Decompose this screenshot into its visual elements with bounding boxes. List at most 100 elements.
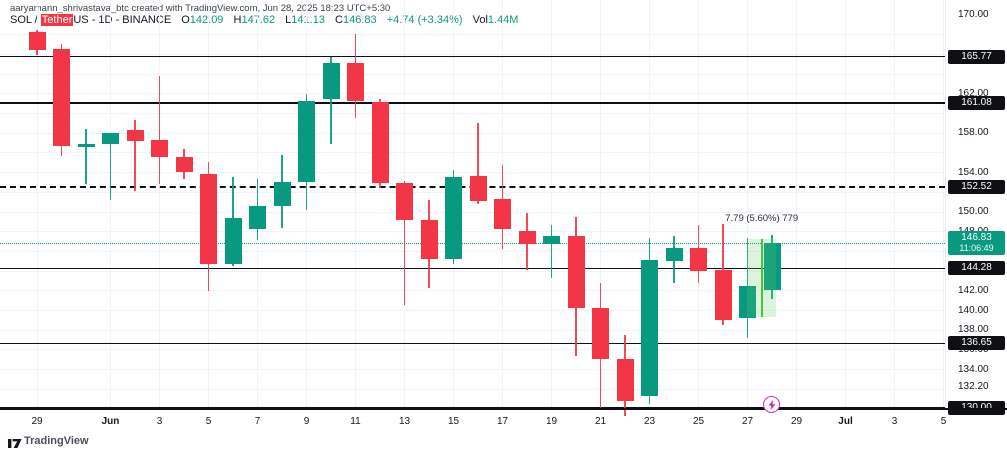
level-line-130.00[interactable]: [0, 407, 945, 409]
candle-body-Jun-11[interactable]: [347, 63, 364, 101]
time-tick-17: 17: [496, 416, 509, 427]
candle-body-Jun-16[interactable]: [469, 175, 487, 202]
grid-hline: [0, 152, 945, 154]
price-tick-140.00: 140.00: [958, 304, 989, 316]
candle-body-Jun-27[interactable]: [739, 285, 756, 319]
candle-body-Jun-14[interactable]: [420, 219, 438, 260]
grid-hline: [0, 250, 945, 252]
candle-body-Jun-12[interactable]: [371, 101, 389, 184]
candle-body-Jun-26[interactable]: [714, 270, 732, 321]
candle-body-May-30[interactable]: [53, 49, 70, 146]
close-label: C: [335, 14, 343, 26]
open-value: 142.09: [189, 14, 224, 26]
price-level-badge-165.77: 165.77: [948, 49, 1005, 64]
price-level-badge-152.52: 152.52: [948, 180, 1005, 195]
time-tick-25: 25: [692, 416, 705, 427]
grid-hline: [0, 349, 945, 351]
tradingview-brand-text[interactable]: TradingView: [24, 435, 89, 447]
candle-body-Jun-19[interactable]: [543, 235, 560, 245]
lightning-icon: [768, 399, 775, 410]
candle-body-Jun-6[interactable]: [224, 217, 242, 265]
price-level-badge-144.28: 144.28: [948, 261, 1005, 276]
candle-wick-Jun-3[interactable]: [158, 76, 161, 185]
candle-wick-Jun-19[interactable]: [550, 224, 553, 278]
time-tick-5: 5: [205, 416, 212, 427]
price-level-badge-136.65: 136.65: [948, 336, 1005, 351]
candle-body-Jun-7[interactable]: [249, 206, 266, 229]
time-tick-27: 27: [741, 416, 754, 427]
grid-vline: [36, 0, 38, 410]
candle-body-May-29[interactable]: [28, 31, 46, 51]
symbol-pre: SOL /: [10, 14, 41, 26]
candle-body-Jun-28[interactable]: [763, 243, 781, 290]
grid-hline: [0, 369, 945, 371]
footer-bar: TradingView: [0, 432, 1007, 451]
candle-body-Jun-3[interactable]: [151, 140, 168, 157]
candle-wick-Jun-13[interactable]: [403, 181, 406, 305]
time-tick-15: 15: [447, 416, 460, 427]
candle-wick-Jun-16[interactable]: [477, 123, 479, 205]
tradingview-logo-icon[interactable]: [8, 435, 22, 451]
volume-label: Vol: [472, 14, 488, 26]
grid-hline: [0, 388, 945, 390]
price-level-badge-130.00: 130.00: [948, 401, 1005, 415]
candle-wick-Jun-10[interactable]: [330, 57, 332, 145]
candle-body-Jun-5[interactable]: [200, 173, 217, 265]
grid-hline: [0, 132, 945, 134]
current-price-value: 146.83: [961, 232, 992, 244]
grid-hline: [0, 310, 945, 311]
grid-hline: [0, 270, 945, 272]
candle-body-Jun-25[interactable]: [690, 248, 707, 272]
level-line-165.77[interactable]: [0, 55, 945, 58]
event-marker[interactable]: [763, 396, 780, 413]
price-axis[interactable]: 170.00162.00158.00154.00152.00150.00148.…: [945, 0, 1007, 415]
grid-hline: [0, 73, 945, 75]
price-range-tool-line[interactable]: [760, 238, 763, 318]
volume-value: 1.44M: [487, 14, 519, 26]
time-tick-29: 29: [790, 416, 803, 427]
candle-body-Jun-8[interactable]: [273, 182, 291, 207]
candle-body-Jun-22[interactable]: [616, 358, 634, 402]
candle-body-Jun-21[interactable]: [592, 307, 609, 359]
symbol-name[interactable]: SOL / TetherUS - 1D - BINANCE: [10, 14, 171, 26]
candle-body-Jun-1[interactable]: [102, 133, 119, 145]
candle-body-Jun-13[interactable]: [396, 183, 413, 220]
watermark-text: aaryamann_shrivastava_btc created with T…: [10, 3, 391, 14]
grid-hline: [0, 53, 945, 55]
high-label: H: [233, 14, 242, 26]
time-tick-9: 9: [303, 416, 310, 427]
candle-wick-May-31[interactable]: [85, 129, 87, 185]
candle-body-Jun-18[interactable]: [518, 230, 536, 245]
candle-body-Jun-20[interactable]: [567, 235, 585, 308]
candle-body-Jun-23[interactable]: [641, 260, 658, 397]
candle-body-May-31[interactable]: [77, 144, 95, 147]
grid-vline: [649, 0, 650, 410]
candle-body-Jun-9[interactable]: [298, 100, 315, 183]
level-line-161.08[interactable]: [0, 102, 945, 104]
current-price-badge: 146.83 11:06:49: [948, 231, 1005, 256]
high-value: 147.62: [241, 14, 276, 26]
candle-body-Jun-4[interactable]: [175, 156, 193, 172]
time-tick-21: 21: [594, 416, 607, 427]
candle-wick-Jun-1[interactable]: [109, 133, 112, 201]
time-axis[interactable]: 29 Jun 3 5 7 9 11 13 15 17 19 21 23 25 27 29 Jul 3 5: [0, 410, 1007, 432]
low-value: 141.13: [291, 14, 325, 26]
grid-vline: [159, 0, 160, 410]
price-tick-142.00: 142.00: [958, 284, 989, 296]
price-range-label: 7.79 (5.60%) 779: [725, 212, 799, 224]
candle-body-Jun-17[interactable]: [494, 199, 511, 229]
candle-wick-Jun-2[interactable]: [134, 120, 136, 192]
level-line-144.28[interactable]: [0, 267, 945, 270]
candle-body-Jun-2[interactable]: [126, 130, 144, 142]
level-line-136.65[interactable]: [0, 342, 945, 345]
price-tick-170.00: 170.00: [958, 9, 989, 20]
price-tick-138.00: 138.00: [958, 324, 989, 336]
candle-body-Jun-10[interactable]: [322, 63, 340, 99]
candle-body-Jun-24[interactable]: [665, 248, 683, 262]
price-level-badge-161.08: 161.08: [948, 95, 1005, 110]
chart-pane[interactable]: 7.79 (5.60%) 779: [0, 0, 945, 416]
grid-vline: [796, 0, 797, 410]
candle-body-Jun-15[interactable]: [445, 176, 462, 260]
time-tick-3: 3: [891, 416, 898, 427]
